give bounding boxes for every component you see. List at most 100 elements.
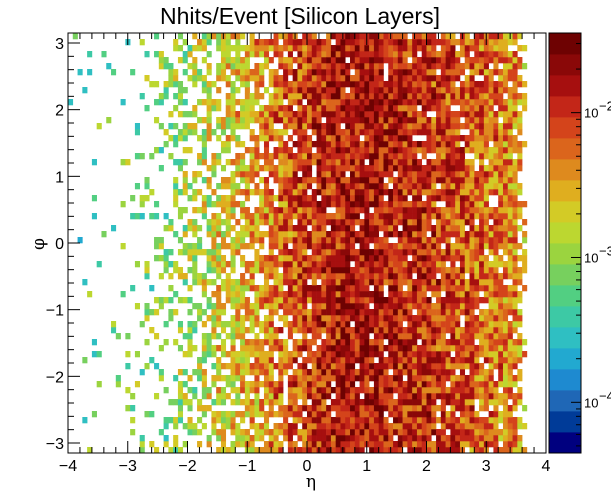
heatmap-cell [483, 267, 489, 274]
heatmap-cell [498, 375, 504, 382]
heatmap-cell [273, 381, 279, 388]
heatmap-cell [340, 63, 346, 70]
heatmap-cell [197, 279, 203, 286]
heatmap-cell [369, 159, 375, 166]
heatmap-cell [297, 345, 303, 352]
heatmap-cell [278, 201, 284, 208]
heatmap-cell [201, 405, 207, 412]
heatmap-cell [335, 219, 341, 226]
heatmap-cell [345, 297, 351, 304]
heatmap-cell [259, 327, 265, 334]
heatmap-cell [479, 81, 485, 88]
x-tick-label: 3 [482, 458, 491, 475]
heatmap-cell [522, 105, 528, 112]
heatmap-cell [350, 105, 356, 112]
heatmap-cell [283, 261, 289, 268]
heatmap-cell [369, 123, 375, 130]
heatmap-cell [402, 435, 408, 442]
heatmap-cell [192, 303, 198, 310]
heatmap-cell [469, 213, 475, 220]
heatmap-cell [292, 309, 298, 316]
heatmap-cell [330, 69, 336, 76]
heatmap-cell [393, 51, 399, 58]
heatmap-cell [182, 369, 188, 376]
heatmap-cell [287, 327, 293, 334]
heatmap-cell [483, 69, 489, 76]
colorbar-tick-exponent: −2 [599, 99, 611, 114]
heatmap-cell [517, 81, 523, 88]
heatmap-cell [512, 285, 518, 292]
heatmap-cell [283, 369, 289, 376]
heatmap-cell [335, 417, 341, 424]
x-tick-label: −3 [119, 458, 137, 475]
heatmap-cell [493, 315, 499, 322]
heatmap-cell [345, 261, 351, 268]
heatmap-cell [393, 105, 399, 112]
heatmap-cell [479, 207, 485, 214]
heatmap-cell [483, 279, 489, 286]
heatmap-cell [307, 261, 313, 268]
heatmap-cell [134, 123, 140, 130]
heatmap-cell [302, 171, 308, 178]
y-tick-label: −2 [46, 369, 64, 386]
heatmap-cell [292, 177, 298, 184]
heatmap-cell [412, 399, 418, 406]
heatmap-cell [82, 357, 88, 364]
heatmap-cell [474, 435, 480, 442]
heatmap-cell [278, 393, 284, 400]
heatmap-cell [278, 159, 284, 166]
heatmap-cell [225, 75, 231, 82]
heatmap-cell [335, 69, 341, 76]
heatmap-cell [393, 87, 399, 94]
heatmap-cell [393, 213, 399, 220]
heatmap-cell [483, 189, 489, 196]
heatmap-cell [416, 267, 423, 274]
heatmap-cell [431, 351, 437, 358]
heatmap-cell [393, 195, 399, 202]
heatmap-cell [407, 393, 413, 400]
heatmap-cell [330, 387, 336, 394]
heatmap-cell [436, 261, 442, 268]
heatmap-cell [488, 51, 494, 58]
heatmap-cell [479, 315, 485, 322]
heatmap-cell [421, 51, 427, 58]
heatmap-cell [177, 45, 184, 52]
heatmap-cell [163, 249, 169, 256]
heatmap-cell [455, 393, 461, 400]
heatmap-cell [273, 291, 279, 298]
heatmap-cell [502, 213, 509, 220]
heatmap-cell [479, 327, 485, 334]
heatmap-cell [340, 189, 346, 196]
heatmap-cell [373, 195, 379, 202]
heatmap-cell [502, 333, 509, 340]
heatmap-cell [287, 117, 293, 124]
heatmap-cell [330, 321, 336, 328]
heatmap-cell [240, 69, 246, 76]
heatmap-cell [297, 393, 303, 400]
heatmap-cell [263, 369, 270, 376]
heatmap-cell [474, 189, 480, 196]
heatmap-cell [254, 303, 260, 310]
heatmap-cell [378, 219, 384, 226]
heatmap-cell [450, 81, 456, 88]
heatmap-cell [455, 141, 461, 148]
heatmap-cell [474, 45, 480, 52]
heatmap-cell [469, 123, 475, 130]
heatmap-cell [321, 147, 327, 154]
heatmap-cell [469, 129, 475, 136]
heatmap-cell [507, 117, 513, 124]
heatmap-cell [330, 357, 336, 364]
heatmap-cell [259, 81, 265, 88]
heatmap-cell [263, 267, 270, 274]
heatmap-cell [440, 159, 446, 166]
heatmap-cell [517, 291, 523, 298]
heatmap-cell [254, 255, 260, 262]
heatmap-cell [350, 165, 356, 172]
heatmap-cell [163, 339, 169, 346]
heatmap-cell [307, 309, 313, 316]
heatmap-cell [316, 393, 322, 400]
heatmap-cell [359, 357, 365, 364]
heatmap-cell [206, 351, 212, 358]
heatmap-cell [407, 345, 413, 352]
heatmap-cell [455, 381, 461, 388]
